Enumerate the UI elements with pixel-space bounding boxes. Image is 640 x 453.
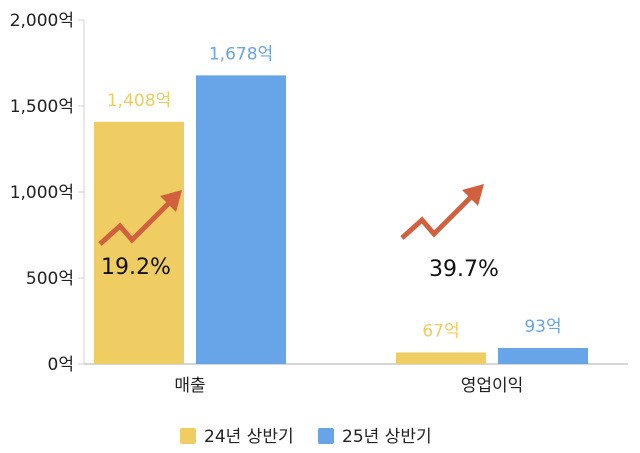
- bar-2-2: [498, 348, 588, 364]
- data-label: 93억: [524, 317, 561, 337]
- growth-arrow-head-1: [160, 190, 182, 212]
- legend-label: 25년 상반기: [342, 427, 432, 447]
- y-tick-label: 0억: [48, 355, 74, 375]
- data-label: 1,678억: [209, 44, 273, 64]
- growth-label: 19.2%: [101, 255, 171, 280]
- bar-2-1: [196, 75, 286, 364]
- data-labels: 1,408억 1,678억 67억 93억: [107, 44, 562, 341]
- growth-arrow-2: [400, 192, 476, 240]
- y-tick-label: 500억: [26, 269, 74, 289]
- bar-1-1: [94, 121, 184, 364]
- growth-arrow-1: [98, 198, 174, 246]
- y-tick-label: 1,500억: [10, 97, 74, 117]
- legend-swatch-1: [180, 428, 196, 444]
- data-label: 1,408억: [107, 91, 171, 111]
- data-label: 67억: [422, 321, 459, 341]
- growth-arrow-head-2: [462, 184, 484, 206]
- x-tick-label: 매출: [174, 376, 205, 396]
- legend-label: 24년 상반기: [204, 427, 294, 447]
- bars: [94, 75, 588, 364]
- growth-arrows: 19.2% 39.7%: [98, 184, 499, 282]
- bar-1-2: [396, 352, 486, 364]
- y-tick-label: 2,000억: [10, 11, 74, 31]
- growth-label: 39.7%: [429, 257, 499, 282]
- legend-swatch-2: [318, 428, 334, 444]
- legend: 24년 상반기 25년 상반기: [180, 427, 432, 447]
- x-tick-label: 영업이익: [461, 376, 524, 396]
- y-tick-label: 1,000억: [10, 183, 74, 203]
